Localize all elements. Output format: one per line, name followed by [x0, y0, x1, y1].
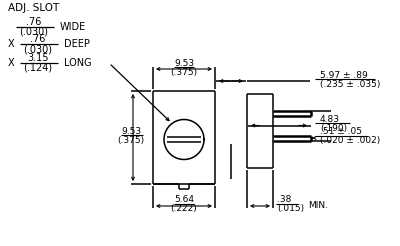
Text: (.375): (.375) — [118, 136, 144, 145]
Text: 5.64: 5.64 — [174, 196, 194, 204]
Text: MIN.: MIN. — [308, 201, 328, 211]
Text: (.222): (.222) — [171, 204, 197, 214]
Text: (.030): (.030) — [24, 44, 52, 54]
Text: (.030): (.030) — [20, 27, 48, 37]
Text: 5.97 ± .89: 5.97 ± .89 — [320, 71, 368, 79]
Text: (.190): (.190) — [320, 124, 347, 133]
Text: X: X — [8, 39, 15, 49]
Text: ADJ. SLOT: ADJ. SLOT — [8, 3, 59, 13]
Text: (.124): (.124) — [24, 63, 52, 73]
Text: 9.53: 9.53 — [174, 59, 194, 67]
Text: .76: .76 — [30, 34, 46, 44]
Text: .38: .38 — [277, 196, 291, 204]
Text: (.015): (.015) — [277, 204, 304, 214]
Text: LONG: LONG — [64, 58, 92, 68]
Text: (.375): (.375) — [170, 67, 198, 77]
Text: 9.53: 9.53 — [121, 127, 141, 136]
Text: .51 ± .05: .51 ± .05 — [320, 127, 362, 137]
Text: 3.15: 3.15 — [27, 53, 49, 63]
Text: 4.83: 4.83 — [320, 115, 340, 124]
Text: (.020 ± .002): (.020 ± .002) — [320, 137, 380, 145]
Text: (.235 ± .035): (.235 ± .035) — [320, 79, 380, 89]
Text: X: X — [8, 58, 15, 68]
Text: WIDE: WIDE — [60, 22, 86, 32]
Text: DEEP: DEEP — [64, 39, 90, 49]
Text: .76: .76 — [26, 17, 42, 27]
